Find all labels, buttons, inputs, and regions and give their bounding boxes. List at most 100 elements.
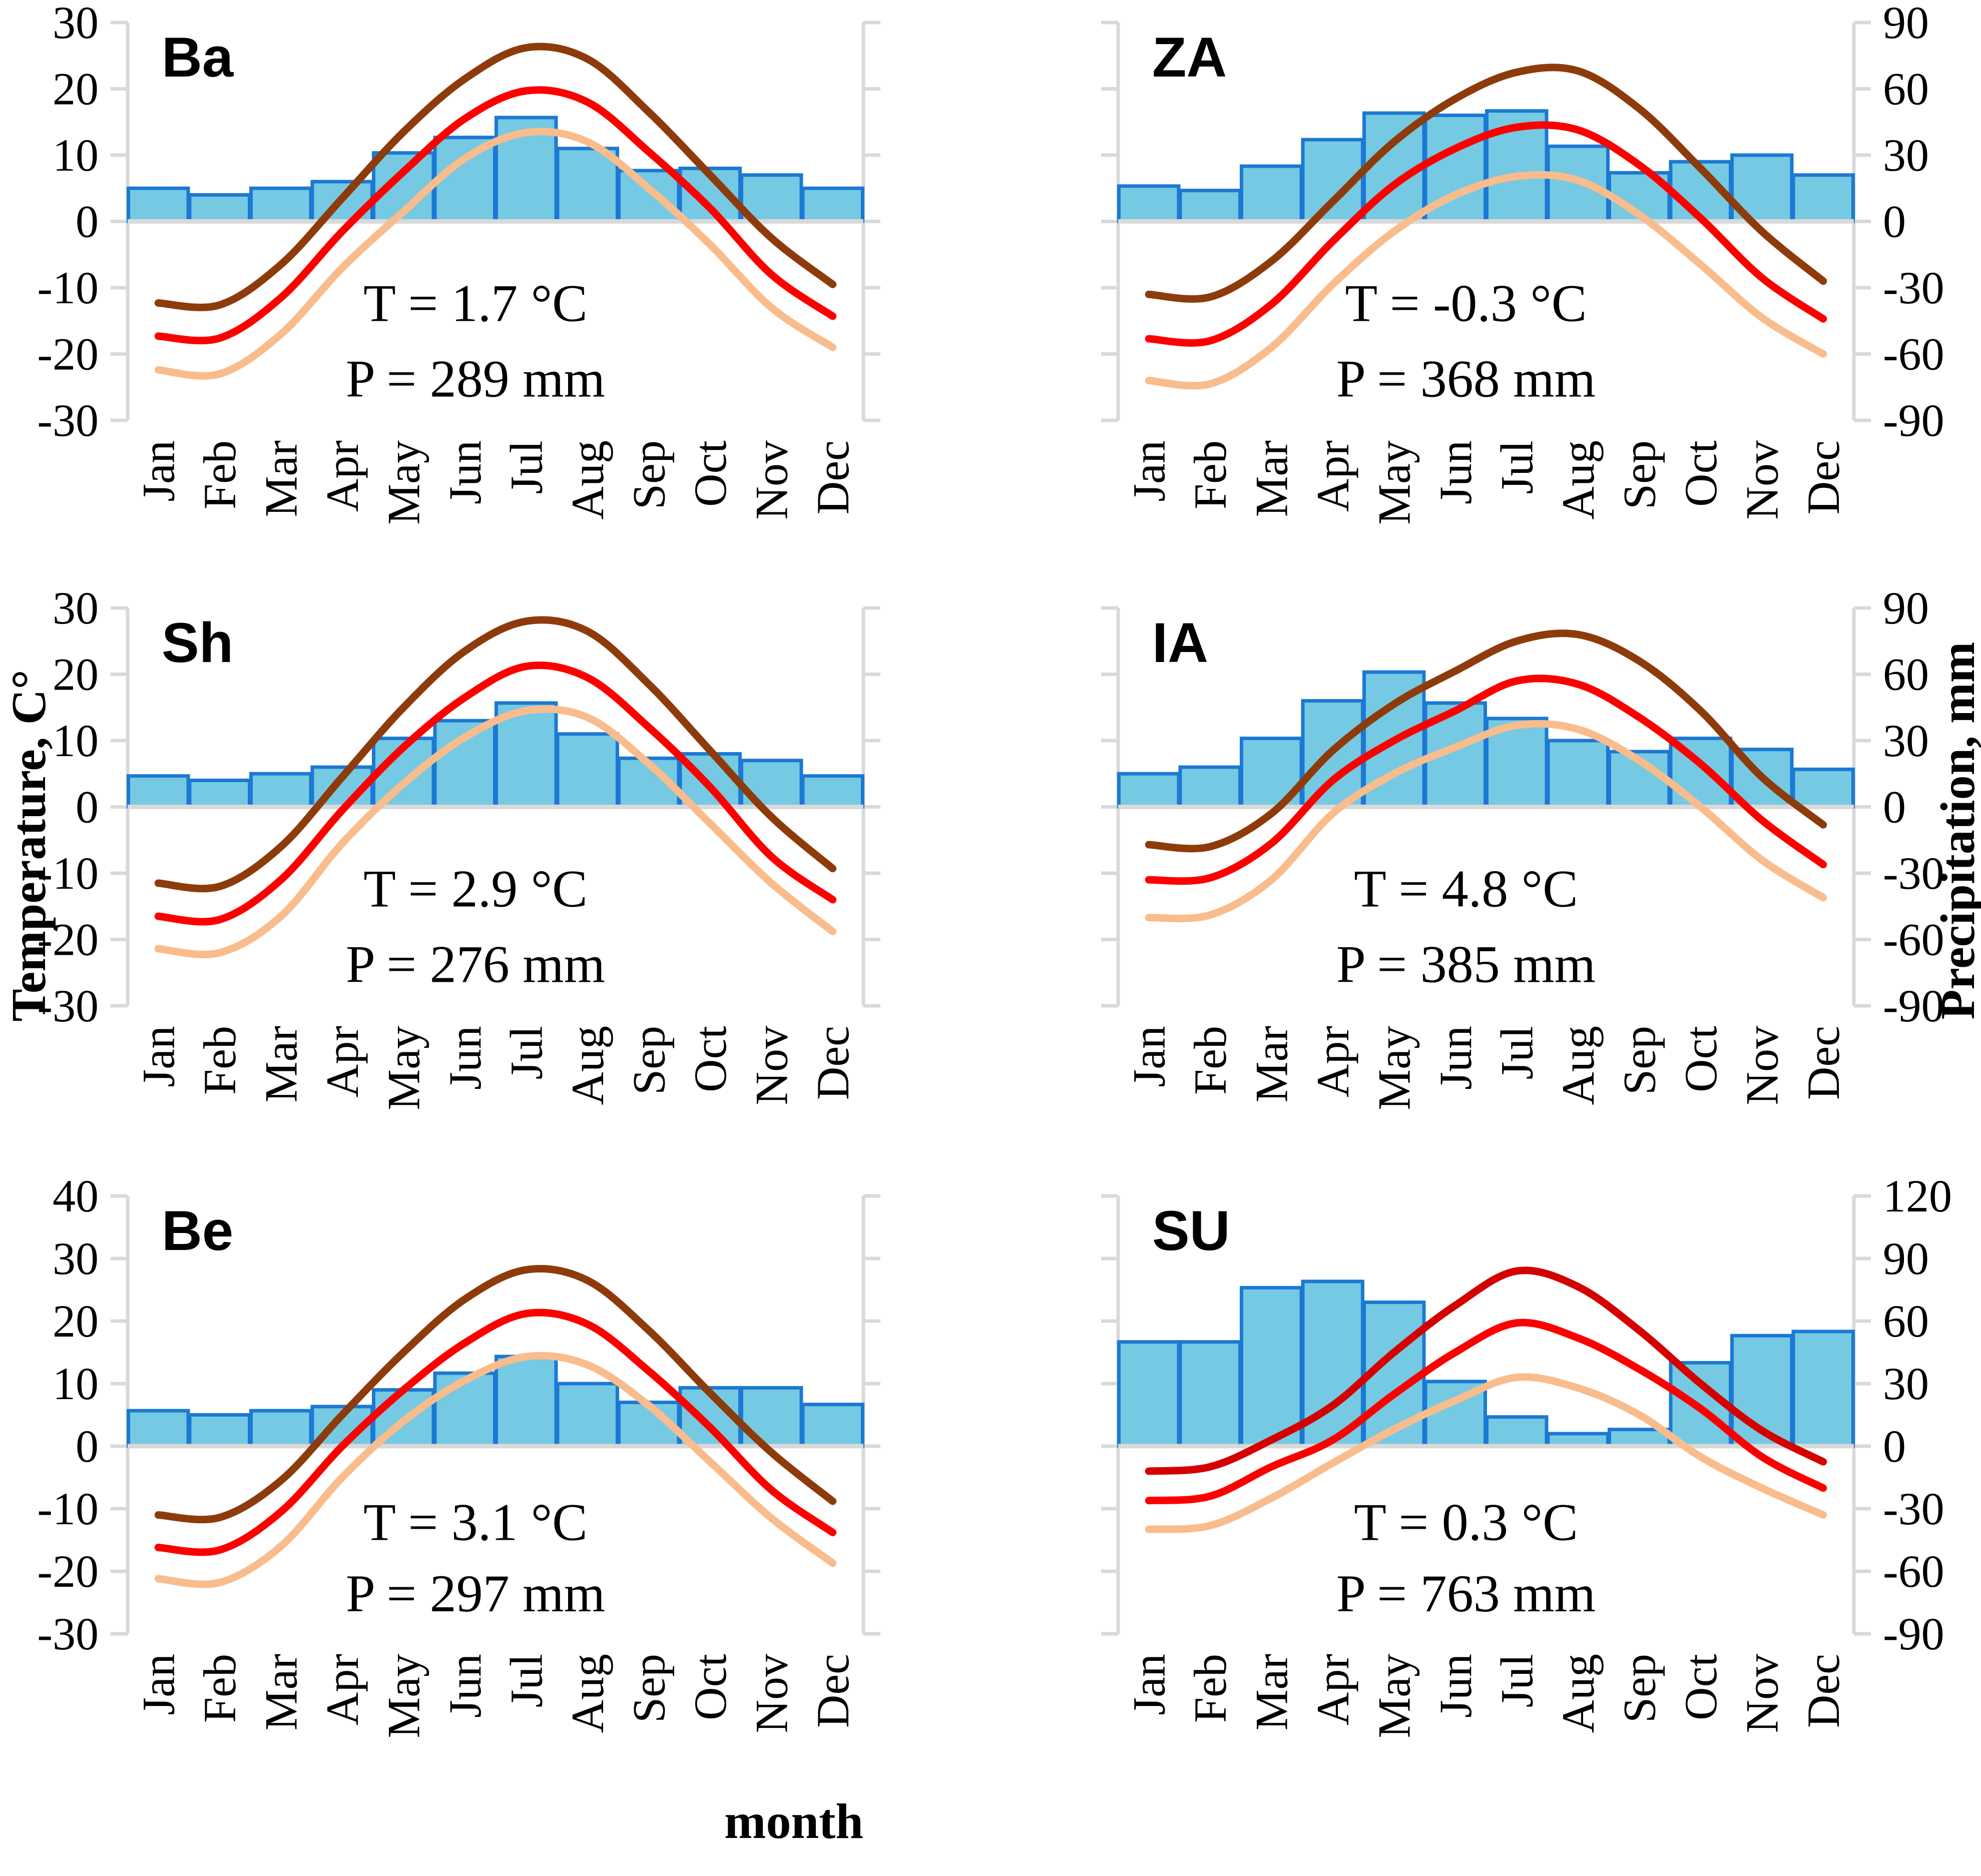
month-tick-label: Dec bbox=[1798, 1654, 1849, 1728]
month-tick-label: May bbox=[1368, 1654, 1419, 1738]
month-tick-label: Mar bbox=[255, 440, 306, 517]
temp-tick-label: 10 bbox=[53, 1358, 99, 1409]
month-tick-label: Sep bbox=[1614, 1026, 1665, 1095]
month-tick-label: Oct bbox=[1675, 1654, 1726, 1720]
month-tick-label: Dec bbox=[1798, 1026, 1849, 1100]
temp-tick-label: 20 bbox=[53, 1296, 99, 1347]
precip-bar bbox=[1791, 173, 1855, 223]
month-tick-label: Jan bbox=[1123, 440, 1174, 502]
month-tick-label: Jul bbox=[501, 1026, 552, 1079]
precip-bar bbox=[249, 772, 313, 809]
precip-bar bbox=[556, 1382, 619, 1448]
climograph-svg-Be: 40 30 20 10 0 -10 -20 -30 Jan Feb Mar Apr May Jun Jul A… bbox=[37, 1171, 880, 1849]
panel-SU: 120 90 60 30 0 -30 -60 -90 Jan Feb Mar Apr May Jun Jul… bbox=[990, 1171, 1981, 1876]
temp-tick-label: 0 bbox=[76, 196, 99, 247]
tmax-curve bbox=[1145, 630, 1827, 853]
tmean-curve bbox=[154, 86, 837, 345]
temp-tick-label: -20 bbox=[37, 329, 99, 380]
precip-bar bbox=[801, 186, 864, 223]
tmax-curve bbox=[1145, 64, 1827, 303]
station-label: ZA bbox=[1152, 26, 1227, 89]
precip-tick-label: -30 bbox=[1883, 262, 1944, 313]
month-tick-label: Aug bbox=[1553, 1026, 1604, 1105]
annotation-mean-temp: T = 2.9 °C bbox=[363, 859, 588, 918]
month-tick-label: Nov bbox=[1736, 1026, 1787, 1105]
month-tick-label: Jun bbox=[1430, 1026, 1481, 1090]
month-tick-label: Oct bbox=[685, 1026, 736, 1092]
annotation-precip-sum: P = 289 mm bbox=[346, 349, 605, 408]
precip-tick-label: -90 bbox=[1883, 395, 1944, 446]
annotation-mean-temp: T = 4.8 °C bbox=[1354, 859, 1578, 918]
month-tick-label: Jan bbox=[133, 440, 184, 502]
temp-tick-label: 30 bbox=[53, 1233, 99, 1284]
month-tick-label: Jan bbox=[133, 1026, 184, 1087]
tmean-curve bbox=[154, 661, 837, 926]
month-tick-label: Jun bbox=[439, 1654, 490, 1718]
precip-bar bbox=[249, 186, 313, 223]
precip-tick-label: 90 bbox=[1883, 1233, 1929, 1284]
precip-bar bbox=[556, 147, 619, 223]
month-tick-label: Jul bbox=[501, 440, 552, 494]
temp-tick-label: 30 bbox=[53, 0, 99, 48]
tmax-curve bbox=[1145, 1267, 1827, 1475]
month-tick-label: Feb bbox=[194, 1654, 245, 1723]
month-tick-label: Jul bbox=[1491, 1654, 1542, 1707]
precip-tick-label: 60 bbox=[1883, 1296, 1929, 1347]
precip-bar bbox=[801, 1403, 864, 1448]
temp-tick-label: 10 bbox=[53, 715, 99, 766]
precip-bar bbox=[1178, 765, 1242, 809]
precip-tick-label: 0 bbox=[1883, 196, 1906, 247]
annotation-mean-temp: T = 1.7 °C bbox=[363, 274, 588, 332]
temp-tick-label: -30 bbox=[37, 980, 99, 1031]
tmean-curve bbox=[1145, 121, 1827, 347]
month-tick-label: Jul bbox=[1491, 1026, 1542, 1079]
tmean-curve bbox=[1145, 675, 1827, 885]
month-tick-label: Aug bbox=[1553, 1654, 1604, 1733]
station-label: Ba bbox=[162, 26, 234, 89]
month-tick-label: Apr bbox=[1307, 1654, 1358, 1725]
station-label: SU bbox=[1152, 1199, 1230, 1262]
month-tick-label: Feb bbox=[194, 440, 245, 509]
month-tick-label: Sep bbox=[623, 440, 674, 509]
month-tick-label: Dec bbox=[807, 1654, 858, 1728]
month-tick-label: Feb bbox=[1185, 1026, 1236, 1095]
precip-tick-label: 30 bbox=[1883, 130, 1929, 181]
month-tick-label: Aug bbox=[1553, 440, 1604, 519]
temp-tick-label: -20 bbox=[37, 1546, 99, 1597]
month-tick-label: Aug bbox=[562, 440, 613, 519]
precip-bar bbox=[1791, 767, 1855, 809]
month-tick-label: Sep bbox=[1614, 1654, 1665, 1723]
precip-tick-label: -60 bbox=[1883, 1546, 1944, 1597]
temp-tick-label: 20 bbox=[53, 64, 99, 115]
precip-tick-label: 30 bbox=[1883, 715, 1929, 766]
month-tick-label: Feb bbox=[194, 1026, 245, 1095]
precip-tick-label: 0 bbox=[1883, 1421, 1906, 1472]
precip-bar bbox=[556, 732, 619, 809]
precip-bar bbox=[1117, 184, 1181, 224]
temp-tick-label: -10 bbox=[37, 1483, 99, 1534]
month-tick-label: Nov bbox=[1736, 1654, 1787, 1733]
precip-bar bbox=[1240, 164, 1303, 224]
month-tick-label: Oct bbox=[1675, 1026, 1726, 1092]
annotation-precip-sum: P = 276 mm bbox=[346, 935, 605, 993]
month-tick-label: Jul bbox=[1491, 440, 1542, 494]
temp-tick-label: -30 bbox=[37, 395, 99, 446]
tmin-curve bbox=[1145, 720, 1827, 923]
station-label: Be bbox=[162, 1199, 233, 1262]
precip-tick-label: -30 bbox=[1883, 848, 1944, 899]
precip-bar bbox=[1117, 772, 1181, 809]
precip-tick-label: 90 bbox=[1883, 585, 1929, 634]
precip-bar bbox=[1791, 1330, 1855, 1448]
tmin-curve bbox=[154, 1352, 837, 1588]
precip-bar bbox=[188, 779, 251, 809]
precipitation-axis-title: Precipitation, mm bbox=[1931, 642, 1981, 1020]
climograph-svg-ZA: 90 60 30 0 -30 -60 -90 Jan Feb Mar Apr May Jun Jul Aug… bbox=[1101, 0, 1944, 525]
month-tick-label: Mar bbox=[1246, 440, 1297, 517]
precip-bar bbox=[1117, 1340, 1181, 1448]
annotation-mean-temp: T = 0.3 °C bbox=[1354, 1493, 1578, 1552]
precip-bar bbox=[1178, 189, 1242, 223]
precip-bar bbox=[494, 1355, 558, 1448]
month-tick-label: Feb bbox=[1185, 1654, 1236, 1723]
temp-tick-label: 30 bbox=[53, 585, 99, 634]
month-tick-label: Jul bbox=[501, 1654, 552, 1707]
